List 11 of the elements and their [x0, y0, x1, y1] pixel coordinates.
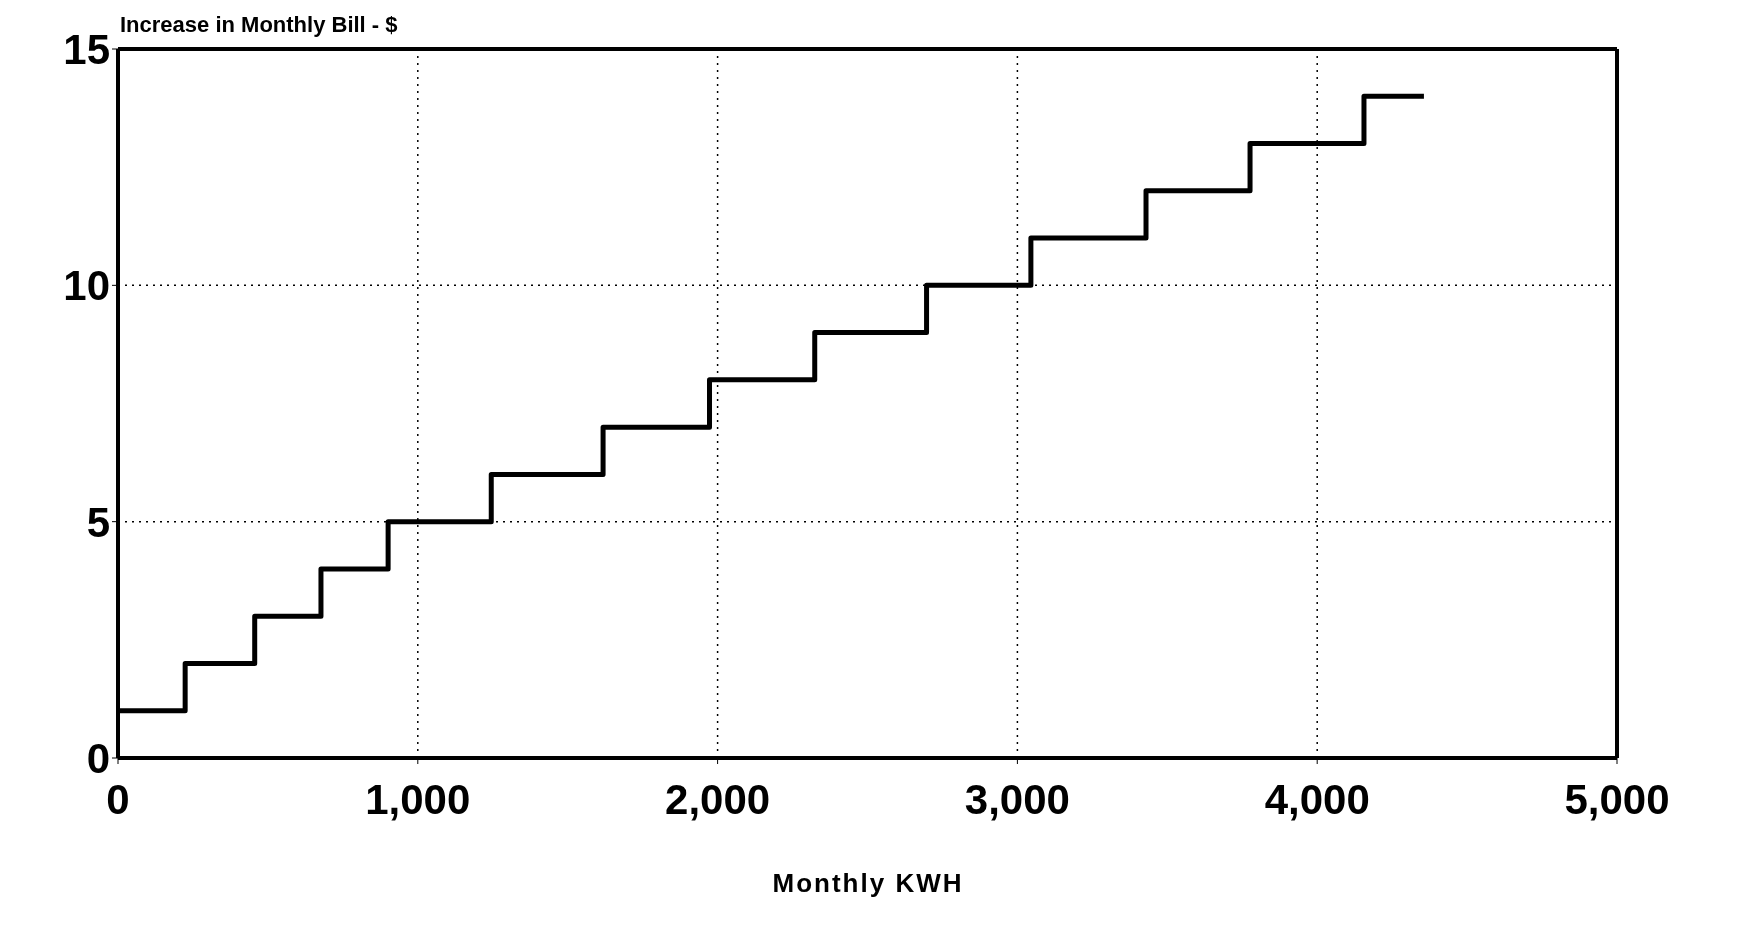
y-tick-label: 10	[63, 262, 110, 310]
x-tick-label: 5,000	[1564, 775, 1670, 823]
x-tick-label: 4,000	[1264, 775, 1370, 823]
x-tick-label: 1,000	[365, 775, 471, 823]
y-tick-label: 0	[86, 734, 110, 782]
x-axis-title: Monthly KWH	[771, 868, 965, 899]
x-tick-label: 2,000	[665, 775, 771, 823]
y-axis-title: Increase in Monthly Bill - $	[120, 12, 398, 38]
y-tick-label: 5	[86, 498, 110, 546]
x-tick-label: 3,000	[964, 775, 1070, 823]
y-tick-label: 15	[63, 25, 110, 73]
